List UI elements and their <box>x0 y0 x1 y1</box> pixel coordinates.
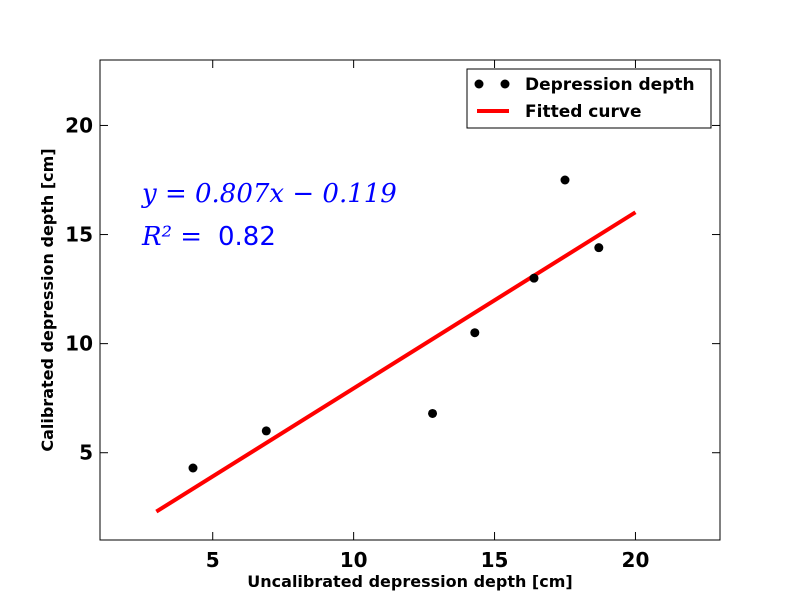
data-point-6 <box>560 175 570 185</box>
regression-annotation: y = 0.807x − 0.119 R² = 0.82 <box>141 179 397 252</box>
x-axis-label: Uncalibrated depression depth [cm] <box>247 572 572 591</box>
legend-marker-point-1 <box>474 79 484 89</box>
x-tick-label-15: 15 <box>481 548 509 572</box>
data-point-4 <box>470 328 480 338</box>
legend-label-fitted-curve: Fitted curve <box>525 102 642 122</box>
data-series <box>155 175 637 514</box>
plot-area <box>99 59 721 541</box>
regression-equation: y = 0.807x − 0.119 <box>141 179 397 209</box>
tick-marks <box>100 60 720 540</box>
y-tick-label-5: 5 <box>79 441 93 465</box>
data-point-5 <box>529 273 539 283</box>
y-tick-label-20: 20 <box>65 113 93 137</box>
y-axis-label: Calibrated depression depth [cm] <box>38 148 57 451</box>
legend-marker-point-2 <box>500 79 510 89</box>
data-point-7 <box>594 243 604 253</box>
legend-box <box>466 68 712 129</box>
x-tick-label-20: 20 <box>622 548 650 572</box>
fitted-curve-line <box>155 210 637 514</box>
data-point-3 <box>428 408 438 418</box>
legend: Depression depth Fitted curve <box>466 68 712 129</box>
data-point-2 <box>261 426 271 436</box>
r-squared-value: 0.82 <box>218 222 276 252</box>
x-tick-label-5: 5 <box>206 548 220 572</box>
y-tick-label-10: 10 <box>65 332 93 356</box>
y-tick-label-15: 15 <box>65 223 93 247</box>
r-squared-label: R² = <box>141 222 202 252</box>
tick-labels: 5 10 15 20 5 10 15 20 <box>65 113 649 572</box>
x-tick-label-10: 10 <box>340 548 368 572</box>
data-point-1 <box>188 463 198 473</box>
legend-label-depression-depth: Depression depth <box>525 75 695 95</box>
